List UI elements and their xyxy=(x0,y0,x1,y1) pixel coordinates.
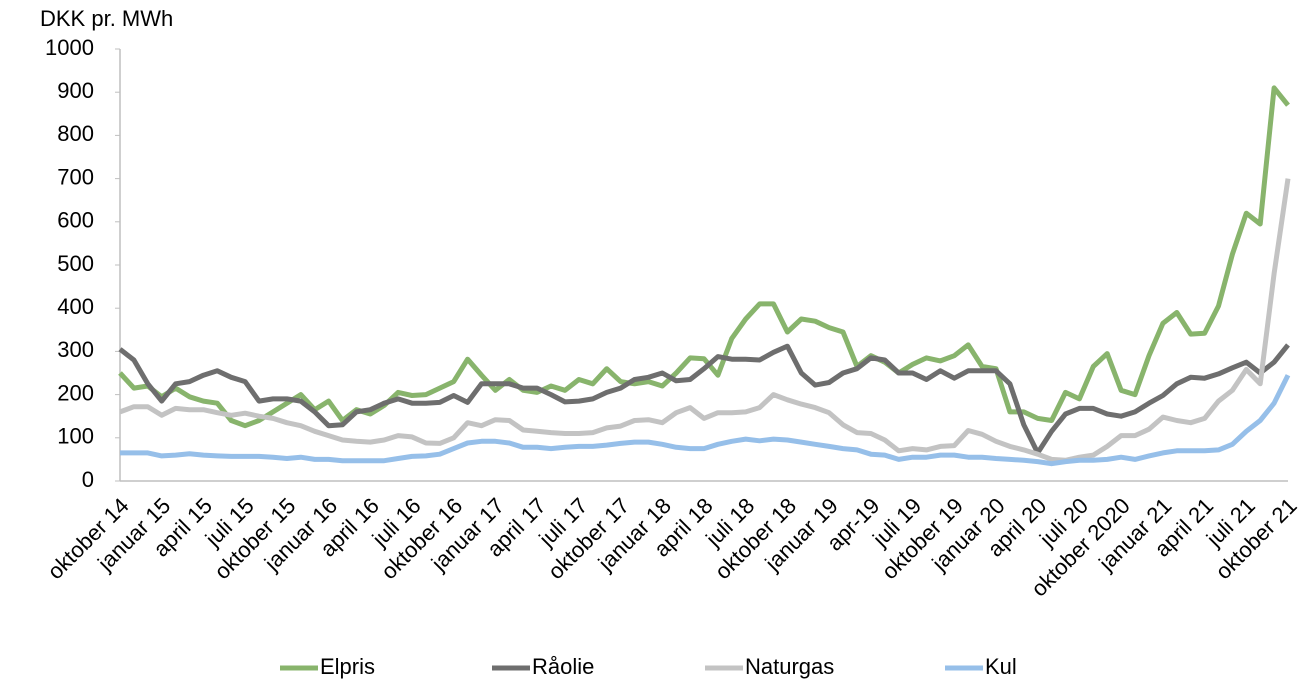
y-tick-label: 700 xyxy=(57,164,94,189)
y-tick-label: 600 xyxy=(57,208,94,233)
y-axis-title: DKK pr. MWh xyxy=(40,6,173,31)
legend-label: Naturgas xyxy=(745,654,834,679)
series-line xyxy=(120,374,1291,467)
legend-label: Elpris xyxy=(320,654,375,679)
y-tick-label: 900 xyxy=(57,78,94,103)
y-tick-label: 500 xyxy=(57,251,94,276)
y-tick-label: 100 xyxy=(57,424,94,449)
legend-label: Kul xyxy=(985,654,1017,679)
y-tick-label: 800 xyxy=(57,121,94,146)
legend-label: Råolie xyxy=(532,654,594,679)
series-line xyxy=(118,343,1290,456)
y-tick-label: 0 xyxy=(82,467,94,492)
series-line xyxy=(119,178,1291,463)
y-tick-label: 400 xyxy=(57,294,94,319)
y-tick-label: 200 xyxy=(57,380,94,405)
y-tick-label: 300 xyxy=(57,337,94,362)
series-line xyxy=(118,85,1290,429)
y-tick-label: 1000 xyxy=(45,35,94,60)
